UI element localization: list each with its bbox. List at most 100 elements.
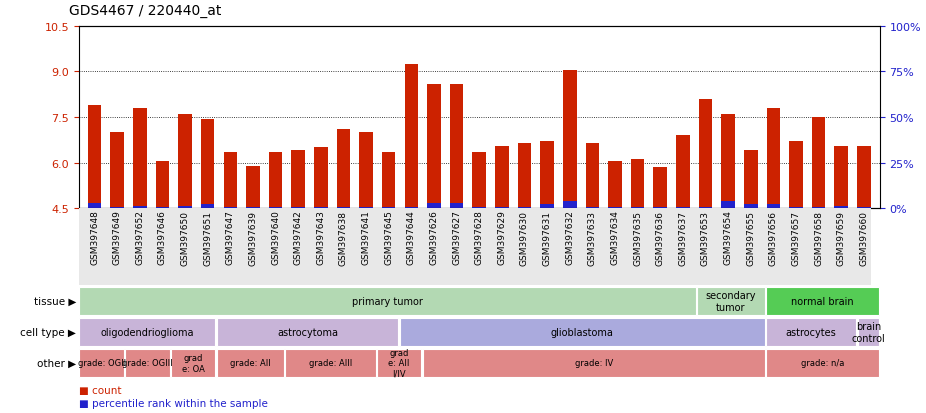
Bar: [812, 207, 825, 209]
Bar: [654, 168, 667, 209]
Bar: [563, 202, 577, 209]
Bar: [766, 318, 857, 346]
Text: primary tumor: primary tumor: [352, 296, 423, 306]
Text: other ▶: other ▶: [37, 358, 76, 368]
Bar: [110, 133, 124, 209]
Bar: [608, 161, 621, 209]
Bar: [812, 118, 825, 209]
Bar: [359, 133, 373, 209]
Bar: [285, 349, 376, 377]
Bar: [495, 207, 508, 209]
Bar: [156, 207, 169, 209]
Bar: [585, 143, 599, 209]
Text: GSM397652: GSM397652: [135, 210, 144, 265]
Bar: [789, 207, 803, 209]
Bar: [744, 205, 757, 209]
Text: GSM397626: GSM397626: [430, 210, 438, 265]
Bar: [217, 318, 398, 346]
Text: GSM397651: GSM397651: [203, 210, 212, 265]
Bar: [857, 207, 870, 209]
Text: grad
e: OA: grad e: OA: [181, 354, 205, 373]
Bar: [400, 318, 765, 346]
Bar: [217, 349, 284, 377]
Text: normal brain: normal brain: [791, 296, 854, 306]
Bar: [359, 207, 373, 209]
Text: GSM397641: GSM397641: [361, 210, 370, 265]
Bar: [125, 349, 169, 377]
Bar: [377, 349, 421, 377]
Bar: [201, 119, 215, 209]
Text: GSM397649: GSM397649: [113, 210, 121, 265]
Bar: [246, 207, 259, 209]
Text: GSM397638: GSM397638: [339, 210, 348, 265]
Text: grade: IV: grade: IV: [574, 358, 613, 368]
Bar: [246, 166, 259, 209]
Bar: [337, 207, 350, 209]
Bar: [171, 349, 216, 377]
Bar: [834, 207, 848, 209]
Text: astrocytoma: astrocytoma: [277, 327, 338, 337]
Bar: [767, 205, 780, 209]
Bar: [767, 109, 780, 209]
Bar: [133, 206, 146, 209]
Bar: [314, 148, 328, 209]
Bar: [495, 147, 508, 209]
Bar: [518, 143, 532, 209]
Bar: [80, 318, 216, 346]
Bar: [292, 151, 305, 209]
Bar: [179, 115, 192, 209]
Text: grade: AII: grade: AII: [230, 358, 270, 368]
Text: GSM397655: GSM397655: [746, 210, 756, 265]
Bar: [676, 136, 690, 209]
Text: GSM397643: GSM397643: [317, 210, 325, 265]
Bar: [450, 84, 463, 209]
Bar: [697, 287, 765, 315]
Text: GSM397653: GSM397653: [701, 210, 710, 265]
Bar: [88, 204, 101, 209]
Text: GSM397630: GSM397630: [520, 210, 529, 265]
Text: oligodendrioglioma: oligodendrioglioma: [101, 327, 194, 337]
Bar: [857, 147, 870, 209]
Bar: [405, 65, 419, 209]
Text: GSM397634: GSM397634: [610, 210, 619, 265]
Text: grade: n/a: grade: n/a: [801, 358, 845, 368]
Text: GSM397639: GSM397639: [248, 210, 257, 265]
Bar: [721, 115, 735, 209]
Bar: [766, 349, 879, 377]
Bar: [834, 147, 848, 209]
Bar: [80, 287, 696, 315]
Bar: [857, 318, 879, 346]
Text: GSM397627: GSM397627: [452, 210, 461, 265]
Text: GSM397628: GSM397628: [475, 210, 483, 265]
Bar: [269, 207, 282, 209]
Bar: [472, 152, 486, 209]
Bar: [721, 202, 735, 209]
Text: GSM397645: GSM397645: [384, 210, 394, 265]
Text: GDS4467 / 220440_at: GDS4467 / 220440_at: [69, 4, 222, 18]
Text: GSM397646: GSM397646: [158, 210, 167, 265]
Bar: [156, 161, 169, 209]
Bar: [88, 106, 101, 209]
Bar: [427, 84, 441, 209]
Bar: [631, 207, 644, 209]
Bar: [201, 205, 215, 209]
Text: brain
control: brain control: [851, 321, 885, 343]
Bar: [269, 152, 282, 209]
Bar: [223, 207, 237, 209]
Bar: [223, 152, 237, 209]
Text: grad
e: AII
I/IV: grad e: AII I/IV: [388, 348, 410, 378]
Text: GSM397637: GSM397637: [679, 210, 687, 265]
Text: GSM397632: GSM397632: [565, 210, 574, 265]
Text: GSM397647: GSM397647: [226, 210, 235, 265]
Bar: [540, 142, 554, 209]
Text: GSM397650: GSM397650: [181, 210, 190, 265]
Text: GSM397640: GSM397640: [271, 210, 280, 265]
Bar: [292, 207, 305, 209]
Bar: [450, 203, 463, 209]
Bar: [631, 160, 644, 209]
Bar: [472, 207, 486, 209]
Text: GSM397636: GSM397636: [656, 210, 665, 265]
Text: GSM397631: GSM397631: [543, 210, 552, 265]
Text: secondary
tumor: secondary tumor: [706, 290, 757, 312]
Bar: [110, 207, 124, 209]
